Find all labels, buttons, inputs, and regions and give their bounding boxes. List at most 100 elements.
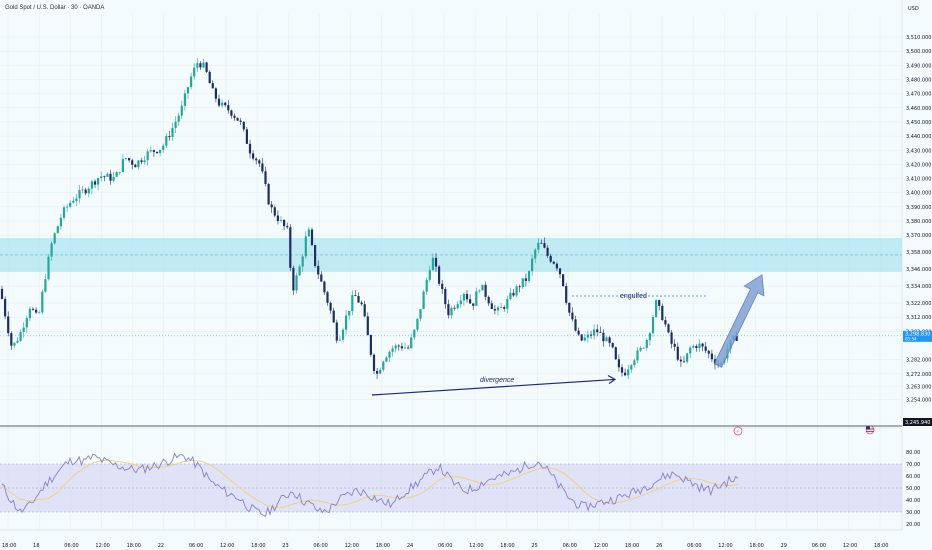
candle-body (90, 181, 93, 189)
candle-body (611, 342, 614, 348)
candle-body (190, 76, 193, 88)
candle-body (81, 189, 84, 191)
candle-body (698, 343, 701, 348)
candle-body (66, 206, 69, 208)
candle-body (689, 347, 692, 354)
candle-body (227, 105, 230, 111)
candle-body (636, 350, 639, 361)
candle-body (512, 292, 515, 296)
rsi-band (0, 464, 902, 512)
candle-body (434, 257, 438, 267)
candle-body (667, 324, 670, 333)
candle-body (419, 309, 422, 319)
time-tick-label: 18 (33, 543, 39, 549)
candle-body (369, 335, 372, 355)
candle-body (664, 320, 667, 325)
price-tick-label: 3,420.000 (906, 162, 931, 168)
candle-body (630, 365, 633, 370)
candle-body (707, 350, 710, 354)
candle-body (574, 319, 577, 331)
candle-body (155, 151, 159, 153)
time-tick-label: 29 (781, 543, 787, 549)
candle-body (500, 307, 503, 308)
divergence-arrowhead (607, 374, 617, 384)
candle-body (617, 359, 620, 368)
candle-body (292, 267, 295, 291)
candle-body (682, 361, 686, 363)
candle-body (686, 353, 689, 362)
candle-body (214, 88, 217, 99)
candle-body (645, 340, 648, 348)
time-tick-label: 06:00 (438, 543, 452, 549)
engulfed-label: engulfed (620, 293, 647, 300)
candle-body (661, 305, 664, 321)
time-axis[interactable]: 18:00 18 06:00 12:00 18:00 22 06:00 12:00 18:00 2… (2, 543, 888, 549)
candle-body (307, 229, 310, 237)
candle-body (676, 346, 679, 360)
candle-body (38, 312, 41, 314)
svg-text:⚡: ⚡ (736, 429, 740, 435)
candle-body (97, 178, 100, 185)
candle-body (360, 302, 363, 305)
candle-body (484, 284, 487, 297)
candle-body (391, 348, 394, 352)
candle-body (75, 198, 78, 202)
candle-body (413, 329, 416, 338)
candle-body (493, 308, 496, 311)
candle-body (224, 102, 227, 106)
candle-body (534, 249, 537, 259)
time-tick-label: 18:00 (625, 543, 639, 549)
candle-body (100, 176, 103, 179)
candle-body (410, 337, 413, 349)
price-tick-label: 3,254.000 (906, 397, 931, 403)
candle-body (627, 369, 630, 376)
candle-body (394, 345, 397, 349)
candle-body (205, 62, 208, 72)
candle-body (540, 242, 543, 244)
candle-body (146, 151, 149, 161)
candle-body (196, 63, 199, 68)
candle-body (283, 219, 286, 227)
level-value: 3,245.940 (905, 420, 930, 426)
candle-body (593, 329, 596, 336)
candle-body (193, 67, 196, 77)
candle-body (50, 243, 53, 257)
us-flag-icon[interactable] (865, 425, 875, 435)
candle-body (453, 307, 456, 309)
event-flag-icon[interactable]: ⚡ (733, 426, 743, 436)
candle-body (112, 176, 115, 181)
time-tick-label: 18:00 (500, 543, 514, 549)
candle-body (289, 227, 292, 268)
candle-body (469, 299, 472, 304)
rsi-axis[interactable]: 80.00 70.00 60.00 50.00 40.00 30.00 20.00 (906, 450, 920, 528)
candle-body (93, 181, 97, 185)
candle-body (506, 299, 509, 309)
candle-body (261, 163, 264, 172)
candle-body (124, 158, 128, 159)
candle-body (456, 304, 459, 309)
time-tick-label: 18:00 (376, 543, 390, 549)
price-tick-label: 3,500.000 (906, 49, 931, 55)
candle-body (490, 303, 493, 309)
candle-body (314, 244, 317, 266)
price-tick-label: 3,410.000 (906, 177, 931, 183)
candle-body (379, 369, 382, 374)
candle-body (258, 160, 261, 164)
candle-body (605, 337, 608, 342)
candle-body (465, 294, 469, 300)
candle-body (335, 322, 338, 341)
candle-body (162, 145, 165, 150)
candle-body (273, 207, 276, 216)
candle-body (44, 279, 47, 292)
candle-body (255, 158, 258, 161)
candle-body (149, 150, 152, 152)
time-tick-label: 12:00 (718, 543, 732, 549)
candle-body (236, 117, 239, 121)
candle-body (521, 278, 524, 288)
candle-body (673, 343, 676, 347)
candle-body (382, 361, 385, 370)
time-tick-label: 12:00 (594, 543, 608, 549)
candle-body (208, 71, 211, 84)
candle-body (552, 261, 555, 264)
